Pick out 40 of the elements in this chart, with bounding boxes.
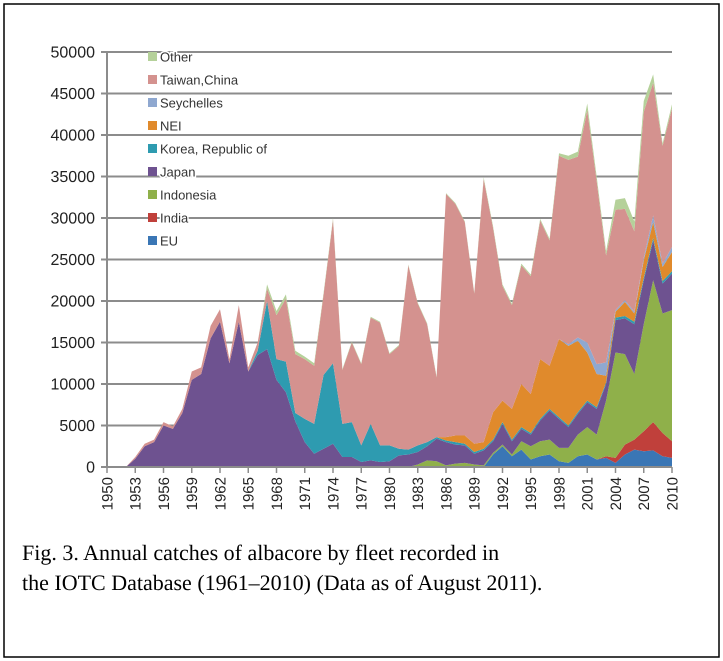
y-tick-label: 35000 bbox=[50, 169, 96, 186]
caption: Fig. 3. Annual catches of albacore by fleet recorded in the IOTC Database (1961–2010) (Data as of August 2011). bbox=[22, 540, 542, 595]
legend-label: EU bbox=[160, 234, 178, 249]
x-tick-label: 2001 bbox=[580, 477, 596, 510]
y-tick-label: 10000 bbox=[50, 376, 96, 394]
x-tick-label: 2004 bbox=[608, 477, 625, 510]
legend-label: Other bbox=[160, 50, 194, 65]
x-tick-label: 1965 bbox=[240, 477, 258, 510]
x-tick-label: 1950 bbox=[99, 477, 116, 510]
legend-label: NEI bbox=[160, 118, 182, 134]
y-tick-label: 20000 bbox=[50, 294, 96, 311]
x-tick-label: 1953 bbox=[128, 477, 144, 510]
y-tick-label: 0 bbox=[86, 460, 96, 477]
x-tick-label: 1995 bbox=[523, 477, 540, 510]
x-tick-label: 1989 bbox=[466, 477, 484, 510]
x-tick-label: 2007 bbox=[636, 477, 653, 510]
y-tick-label: 5000 bbox=[59, 418, 96, 436]
y-tick-label: 50000 bbox=[50, 44, 96, 62]
legend-label: Korea, Republic of bbox=[160, 142, 268, 157]
y-tick-label: 30000 bbox=[50, 210, 96, 228]
x-tick-label: 1956 bbox=[156, 477, 173, 510]
x-tick-label: 1998 bbox=[551, 477, 568, 510]
x-tick-label: 1962 bbox=[212, 477, 230, 510]
legend-label: Seychelles bbox=[160, 96, 224, 111]
x-tick-label: 1968 bbox=[268, 477, 286, 510]
y-tick-label: 15000 bbox=[50, 335, 96, 352]
x-tick-label: 1977 bbox=[354, 477, 370, 510]
y-tick-label: 45000 bbox=[50, 86, 96, 104]
x-tick-label: 1986 bbox=[438, 477, 456, 510]
x-tick-label: 1983 bbox=[410, 477, 427, 510]
x-tick-label: 1974 bbox=[325, 477, 342, 510]
x-tick-label: 1971 bbox=[297, 477, 314, 510]
y-tick-label: 40000 bbox=[50, 128, 96, 145]
x-tick-label: 1980 bbox=[382, 477, 399, 510]
legend-label: Taiwan,China bbox=[160, 72, 239, 88]
x-tick-label: 2010 bbox=[664, 477, 682, 510]
y-tick-label: 25000 bbox=[50, 252, 96, 270]
x-tick-label: 1959 bbox=[184, 477, 201, 510]
x-tick-label: 1992 bbox=[494, 477, 512, 510]
legend-label: Indonesia bbox=[160, 188, 218, 203]
